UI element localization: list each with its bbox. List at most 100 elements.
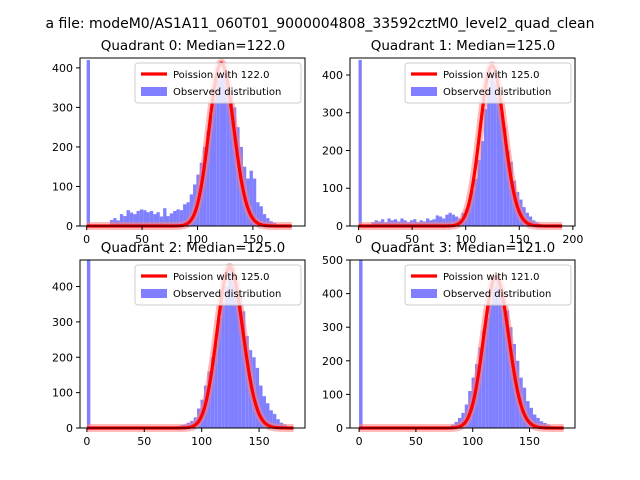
- legend-hist-swatch-3: [411, 289, 437, 298]
- quadrant-1-panel: Quadrant 1: Median=125.0 0 50 100 150 200 0 10…: [322, 38, 583, 246]
- hist-bar-0-30: [186, 202, 190, 226]
- quadrant-3-panel: Quadrant 3: Median=121.0 0 50 100 150 0 100 20…: [322, 240, 576, 448]
- hist-bar-0-53: [262, 214, 267, 226]
- hist-bar-2-19: [238, 293, 242, 428]
- hist-bar-2-13: [217, 318, 222, 428]
- axes-frame-2: [79, 259, 306, 429]
- x-tick-label-2-0: 0: [83, 435, 90, 448]
- y-tick-label-0-200: 200: [52, 141, 73, 154]
- y-tick-label-2-100: 100: [52, 387, 73, 400]
- quadrant-3-title: Quadrant 3: Median=121.0: [371, 240, 555, 256]
- hist-bar-3-17: [502, 300, 506, 428]
- hist-bar-3-12: [485, 317, 489, 428]
- hist-bar-2-15: [224, 286, 229, 428]
- x-tick-label-3-150: 150: [519, 435, 540, 448]
- x-tick-label-0-150: 150: [242, 233, 263, 246]
- axes-frame-3: [349, 259, 576, 429]
- legend-box-2: [134, 264, 302, 306]
- legend-hist-label-1: Observed distribution: [443, 87, 551, 98]
- x-tick-label-1-50: 50: [405, 233, 419, 246]
- hist-bar-0-20: [153, 214, 157, 226]
- figure-suptitle: a file: modeM0/AS1A11_060T01_9000004808_…: [46, 16, 595, 32]
- hist-bar-0-50: [252, 178, 257, 226]
- hist-bar-1-35: [471, 190, 475, 226]
- hist-bar-2-27: [265, 403, 270, 428]
- hist-bar-0-13: [129, 212, 134, 226]
- hist-bar-0-36: [206, 131, 210, 226]
- legend-hist-label-2: Observed distribution: [173, 289, 281, 300]
- quadrant-0-legend: Poission with 122.0 Observed distribution: [134, 62, 302, 104]
- legend-box-1: [404, 62, 572, 104]
- hist-bar-2-16: [228, 268, 232, 428]
- hist-bar-1-27: [445, 214, 449, 226]
- hist-bar-0-10: [119, 214, 124, 226]
- hist-bar-3-14: [492, 286, 496, 428]
- hist-bar-0-44: [232, 107, 237, 226]
- y-tick-label-1-0: 0: [336, 220, 343, 233]
- hist-bar-2-20: [241, 311, 246, 428]
- hist-bar-0-41: [222, 71, 227, 226]
- legend-hist-swatch-1: [411, 87, 437, 96]
- hist-bar-0-21: [156, 212, 160, 226]
- quadrant-2-axes: 0 50 100 150 0 100 200 300 400: [52, 259, 306, 448]
- y-tick-label-1-400: 400: [322, 69, 343, 82]
- hist-bar-1-0: [358, 59, 362, 227]
- axes-frame-0: [79, 57, 306, 227]
- hist-bar-1-44: [500, 112, 504, 226]
- y-tick-label-2-400: 400: [52, 281, 73, 294]
- legend-fit-label-0: Poission with 122.0: [173, 70, 269, 81]
- x-tick-label-1-0: 0: [355, 233, 362, 246]
- hist-bar-0-51: [256, 202, 260, 226]
- y-tick-label-3-500: 500: [322, 254, 343, 267]
- hist-bar-1-41: [490, 74, 494, 226]
- y-tick-label-0-0: 0: [66, 220, 73, 233]
- hist-bar-0-11: [123, 216, 127, 226]
- hist-bar-3-13: [488, 303, 493, 428]
- hist-bar-3-15: [495, 280, 499, 428]
- hist-bar-0-19: [149, 210, 154, 226]
- y-tick-label-0-400: 400: [52, 62, 73, 75]
- y-tick-label-3-200: 200: [322, 355, 343, 368]
- hist-bar-0-28: [179, 210, 184, 226]
- hist-bar-0-12: [126, 210, 130, 226]
- hist-bar-1-28: [448, 212, 452, 226]
- hist-bar-1-25: [438, 216, 443, 226]
- x-tick-label-3-0: 0: [356, 435, 363, 448]
- y-tick-label-2-300: 300: [52, 316, 73, 329]
- hist-bar-0-25: [169, 213, 174, 226]
- quadrant-1-title: Quadrant 1: Median=125.0: [371, 38, 555, 54]
- legend-box-0: [134, 62, 302, 104]
- hist-bar-0-37: [209, 115, 214, 226]
- hist-bar-1-46: [506, 150, 510, 226]
- hist-bar-0-23: [163, 208, 167, 226]
- y-tick-label-0-100: 100: [52, 180, 73, 193]
- hist-bar-3-26: [532, 414, 537, 428]
- y-tick-label-3-0: 0: [336, 422, 343, 435]
- legend-fit-label-2: Poission with 125.0: [173, 272, 269, 283]
- quadrant-3-legend: Poission with 121.0 Observed distribution: [404, 264, 572, 306]
- y-tick-label-1-100: 100: [322, 182, 343, 195]
- hist-bar-0-42: [226, 87, 230, 226]
- hist-bar-0-15: [136, 210, 140, 226]
- x-tick-label-2-50: 50: [137, 435, 151, 448]
- legend-hist-label-0: Observed distribution: [173, 87, 281, 98]
- hist-bar-0-26: [173, 210, 177, 226]
- x-tick-label-3-50: 50: [409, 435, 423, 448]
- hist-bar-2-29: [272, 413, 277, 428]
- hist-bar-2-14: [221, 302, 225, 428]
- quadrant-3-axes: 0 50 100 150 0 100 200 300 400 500: [322, 254, 576, 448]
- legend-hist-swatch-0: [141, 87, 167, 96]
- hist-bar-1-29: [451, 214, 455, 226]
- quadrant-0-title: Quadrant 0: Median=122.0: [101, 38, 285, 54]
- legend-box-3: [404, 264, 572, 306]
- hist-bar-1-39: [483, 108, 488, 226]
- hist-bar-1-24: [435, 215, 439, 226]
- x-tick-label-0-50: 50: [135, 233, 149, 246]
- legend-fit-label-1: Poission with 125.0: [443, 70, 539, 81]
- y-tick-label-3-100: 100: [322, 388, 343, 401]
- quadrant-0-panel: Quadrant 0: Median=122.0 0 50 100 150 0 100 20…: [52, 38, 306, 246]
- hist-bar-3-0: [359, 260, 363, 428]
- hist-bar-0-0: [86, 59, 90, 226]
- y-tick-label-0-300: 300: [52, 101, 73, 114]
- hist-bar-2-28: [269, 410, 273, 428]
